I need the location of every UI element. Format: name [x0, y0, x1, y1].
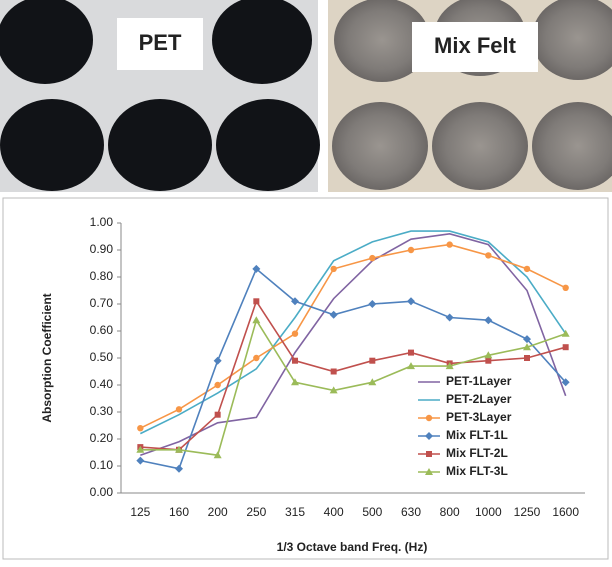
- marker: [445, 313, 454, 322]
- marker: [484, 351, 493, 359]
- marker: [523, 343, 531, 351]
- marker: [136, 456, 145, 465]
- y-tick-label: 0.20: [90, 431, 114, 445]
- legend-label: Mix FLT-3L: [446, 464, 508, 478]
- marker: [291, 297, 299, 306]
- marker: [562, 284, 569, 291]
- legend-label: Mix FLT-2L: [446, 446, 508, 460]
- marker: [561, 329, 570, 337]
- marker: [330, 368, 337, 375]
- marker: [253, 298, 260, 305]
- x-tick-label: 200: [208, 505, 228, 519]
- marker: [175, 464, 183, 473]
- marker: [369, 357, 376, 364]
- x-tick-label: 500: [362, 505, 382, 519]
- x-tick-label: 1000: [475, 505, 502, 519]
- y-tick-label: 0.70: [90, 296, 114, 310]
- y-tick-label: 0.50: [90, 350, 114, 364]
- legend-label: PET-2Layer: [446, 392, 512, 406]
- pet-photo: PET: [0, 0, 320, 192]
- photo-label: Mix Felt: [434, 33, 517, 58]
- x-tick-label: 315: [285, 505, 305, 519]
- marker: [485, 357, 492, 364]
- x-tick-label: 1600: [552, 505, 579, 519]
- x-tick-label: 125: [130, 505, 150, 519]
- marker: [175, 445, 183, 453]
- x-tick-label: 160: [169, 505, 189, 519]
- marker: [407, 362, 415, 370]
- x-tick-label: 400: [324, 505, 344, 519]
- marker: [213, 451, 222, 459]
- y-axis-label: Absorption Coefficient: [40, 293, 54, 422]
- marker: [136, 445, 145, 453]
- marker: [484, 316, 493, 325]
- marker: [330, 265, 337, 273]
- series-line: [140, 267, 567, 470]
- marker: [291, 330, 299, 337]
- marker: [524, 355, 530, 361]
- marker: [137, 425, 144, 432]
- marker: [485, 252, 492, 259]
- marker: [292, 357, 298, 364]
- marker: [329, 310, 338, 319]
- marker: [445, 362, 454, 370]
- x-tick-label: 630: [401, 505, 421, 519]
- marker: [368, 378, 377, 386]
- y-tick-label: 0.90: [90, 242, 114, 256]
- marker: [407, 297, 415, 306]
- series-line: [139, 243, 567, 429]
- marker: [446, 241, 453, 248]
- felt-photo: Mix Felt: [328, 0, 612, 192]
- series-line: [140, 318, 566, 457]
- marker: [369, 254, 376, 262]
- marker: [408, 349, 414, 356]
- marker: [291, 378, 299, 386]
- legend-marker: [425, 414, 433, 422]
- series-line: [139, 230, 567, 435]
- x-tick-label: 800: [440, 505, 460, 519]
- y-tick-label: 0.10: [90, 458, 114, 472]
- legend-marker: [425, 432, 433, 440]
- marker: [252, 316, 261, 324]
- legend-label: Mix FLT-1L: [446, 428, 508, 442]
- y-tick-label: 0.40: [90, 377, 114, 391]
- series-line: [140, 299, 566, 451]
- legend-label: PET-1Layer: [446, 374, 512, 388]
- x-tick-label: 1250: [514, 505, 541, 519]
- marker: [523, 265, 531, 273]
- x-tick-label: 250: [246, 505, 266, 519]
- y-tick-label: 0.60: [90, 323, 114, 337]
- marker: [253, 354, 260, 362]
- legend-label: PET-3Layer: [446, 410, 512, 424]
- marker: [329, 386, 338, 394]
- marker: [214, 381, 221, 389]
- legend-marker: [426, 451, 432, 457]
- marker: [523, 335, 531, 344]
- y-tick-label: 0.80: [90, 269, 114, 283]
- marker: [407, 246, 415, 254]
- y-tick-label: 1.00: [90, 215, 114, 229]
- marker: [214, 411, 221, 418]
- series-line: [140, 232, 567, 456]
- marker: [213, 356, 222, 365]
- marker: [252, 264, 261, 273]
- marker: [368, 300, 377, 308]
- y-tick-label: 0.00: [90, 485, 114, 499]
- y-tick-label: 0.30: [90, 404, 114, 418]
- photo-label: PET: [139, 30, 182, 55]
- marker: [175, 406, 183, 413]
- marker: [561, 378, 570, 387]
- marker: [562, 344, 569, 351]
- x-axis-label: 1/3 Octave band Freq. (Hz): [277, 540, 428, 554]
- legend-marker: [425, 468, 433, 475]
